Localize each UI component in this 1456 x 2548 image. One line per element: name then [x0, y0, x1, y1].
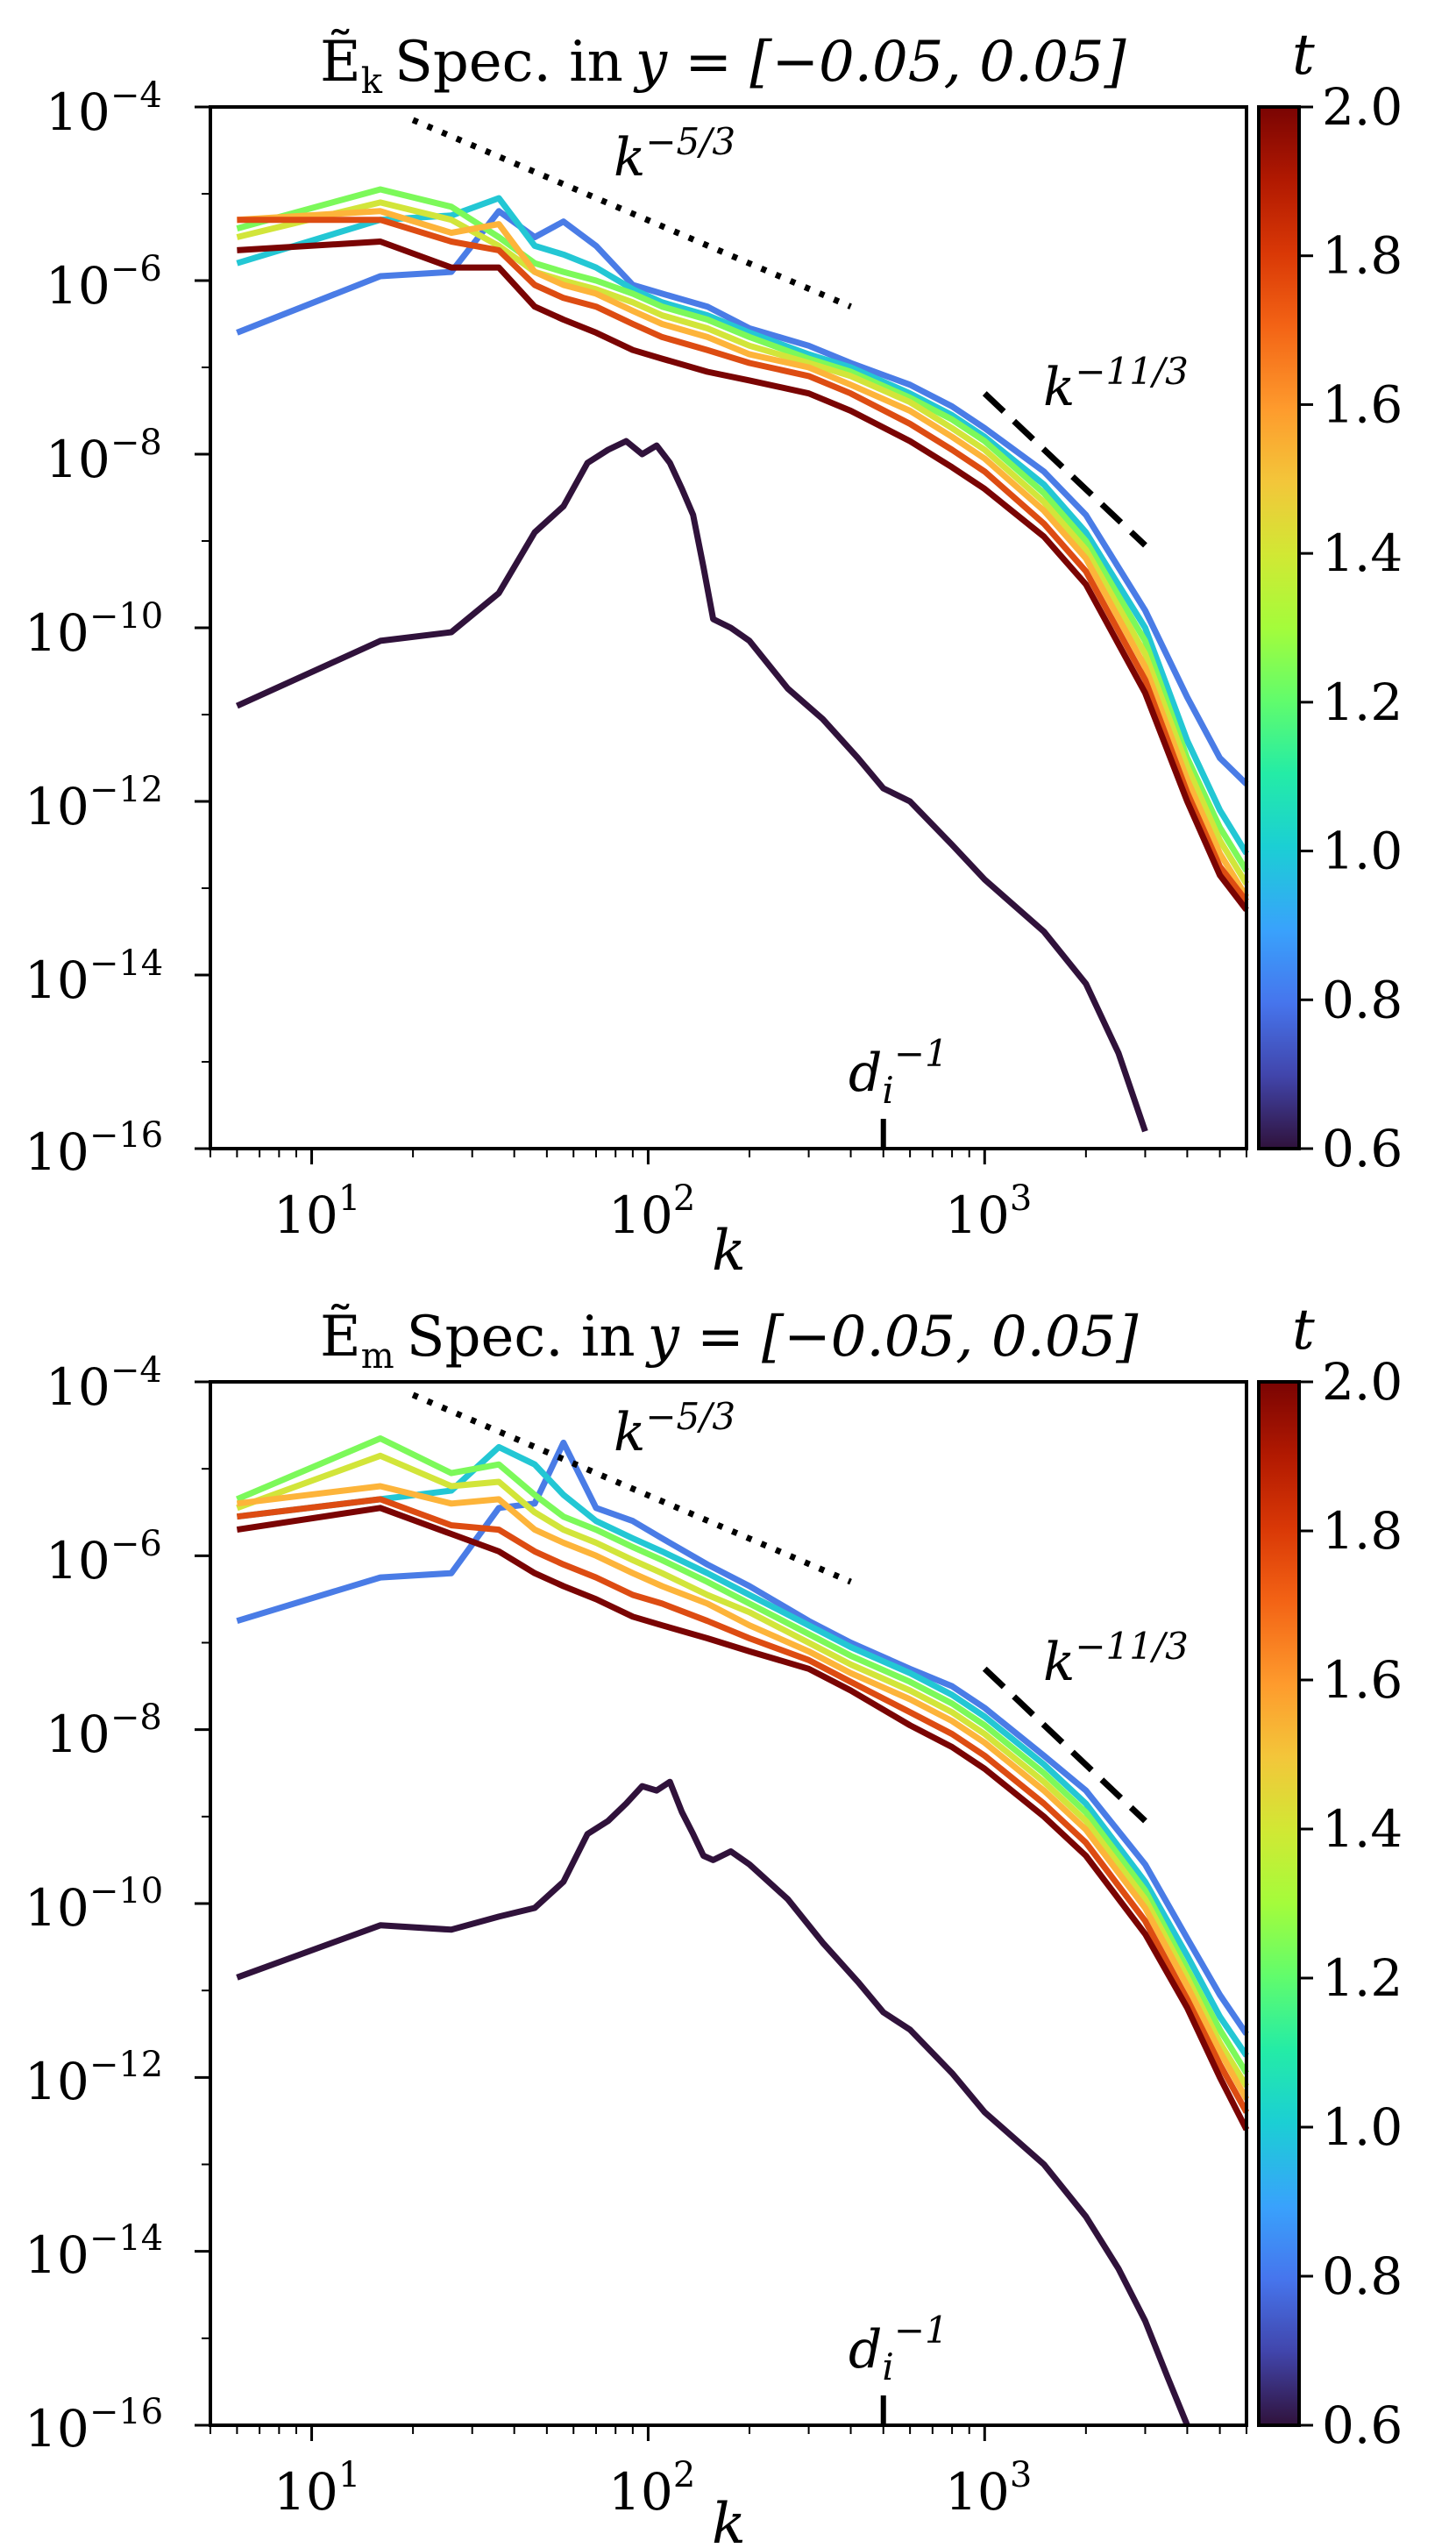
reference-line-k-5-3: [411, 1391, 852, 1585]
y-tick-label: 10−8: [46, 423, 162, 489]
x-tick-label: 103: [945, 1178, 1032, 1245]
y-tick-label: 10−16: [25, 1115, 163, 1182]
colorbar-gradient: [1257, 105, 1301, 1150]
colorbar-label: t: [1292, 1298, 1315, 1363]
colorbar-ticks: 0.6 0.8 1.0 1.2 1.4 1.6 1.8 2.0: [1299, 77, 1403, 1178]
reference-line-k-5-3: [411, 117, 852, 310]
series-line-t1.4: [236, 1452, 1249, 2089]
colorbar-tick-label: 0.6: [1322, 2395, 1403, 2455]
x-tick-labels: 101 102 103: [273, 2455, 1032, 2522]
colorbar-tick-label: 0.8: [1322, 970, 1403, 1029]
ion-inertial-scale-label: di−1: [849, 1032, 948, 1112]
y-tick-label: 10−16: [25, 2392, 163, 2459]
colorbar-tick-label: 1.0: [1322, 2097, 1403, 2157]
slope-annotation-11-3: k−11/3: [1043, 1625, 1189, 1693]
colorbar-tick-label: 0.6: [1322, 1119, 1403, 1178]
x-tick-label: 101: [273, 2455, 360, 2522]
series-line-t0.6: [235, 438, 1148, 1133]
x-axis-label: k: [712, 2492, 746, 2548]
y-tick-label: 10−10: [25, 596, 163, 663]
ion-inertial-scale-label: di−1: [849, 2309, 948, 2388]
y-tick-label: 10−8: [46, 1697, 162, 1764]
colorbar: t 0.6 0.8 1.0 1.2 1.4 1.6 1.8 2.0: [1257, 23, 1403, 1178]
reference-line-k-11-3: [982, 1666, 1147, 1824]
x-tick-label: 101: [273, 1178, 360, 1245]
plot-area: [195, 1380, 1250, 2441]
y-tick-label: 10−14: [25, 2218, 163, 2285]
series-line-t1.4: [236, 199, 1249, 886]
panel-title: Ẽk Spec. in y = [−0.05, 0.05]: [320, 29, 1127, 102]
y-tick-label: 10−4: [46, 1350, 162, 1417]
series-line-t1.6: [237, 208, 1249, 899]
colorbar-tick-label: 1.8: [1322, 1501, 1403, 1561]
series-line-t1.2: [236, 1435, 1249, 2075]
reference-line-k-11-3: [982, 391, 1147, 548]
colorbar-tick-label: 1.2: [1322, 673, 1403, 732]
colorbar-tick-label: 1.2: [1322, 1948, 1403, 2008]
y-tick-label: 10−12: [25, 770, 163, 836]
colorbar-tick-label: 1.6: [1322, 374, 1403, 434]
y-tick-labels: 10−4 10−6 10−8 10−10 10−12 10−14 10−16: [25, 75, 163, 1182]
x-tick-label: 102: [608, 1178, 695, 1245]
axes-frame: [209, 1380, 1248, 2427]
x-axis-label: k: [712, 1219, 746, 1284]
colorbar: t 0.6 0.8 1.0 1.2 1.4 1.6 1.8 2.0: [1257, 1298, 1403, 2455]
y-tick-label: 10−6: [46, 249, 162, 316]
series-line-t1.6: [236, 1483, 1250, 2101]
series-line-t1.8: [237, 217, 1249, 903]
y-tick-label: 10−6: [46, 1524, 162, 1591]
x-tick-label: 103: [945, 2455, 1032, 2522]
axes-frame: [209, 105, 1248, 1150]
colorbar-tick-label: 1.8: [1322, 226, 1403, 286]
series-line-t1.0: [236, 195, 1249, 856]
slope-annotation-5-3: k−5/3: [614, 1395, 735, 1463]
series-line-t0.6: [236, 1778, 1190, 2427]
series-line-t1.8: [236, 1496, 1250, 2114]
y-tick-label: 10−14: [25, 943, 163, 1010]
slope-annotation-5-3: k−5/3: [614, 120, 735, 189]
x-tick-label: 102: [608, 2455, 695, 2522]
colorbar-tick-label: 2.0: [1322, 77, 1403, 137]
y-tick-label: 10−4: [46, 75, 162, 142]
series-line-t0.8: [236, 1439, 1249, 2036]
colorbar-tick-label: 1.4: [1322, 1799, 1403, 1859]
slope-annotation-11-3: k−11/3: [1043, 350, 1189, 418]
panel-title: Ẽm Spec. in y = [−0.05, 0.05]: [320, 1304, 1139, 1377]
colorbar-label: t: [1292, 23, 1315, 88]
plot-area: [195, 105, 1249, 1164]
colorbar-tick-label: 1.4: [1322, 523, 1403, 583]
x-tick-labels: 101 102 103: [273, 1178, 1032, 1245]
y-tick-label: 10−12: [25, 2045, 163, 2111]
series-line-t2.0: [237, 238, 1249, 912]
y-tick-label: 10−10: [25, 1871, 163, 1938]
colorbar-tick-label: 1.0: [1322, 822, 1403, 881]
series-line-t1.0: [236, 1443, 1249, 2058]
y-tick-labels: 10−4 10−6 10−8 10−10 10−12 10−14 10−16: [25, 1350, 163, 2459]
colorbar-tick-label: 2.0: [1322, 1352, 1403, 1412]
series-line-t2.0: [236, 1505, 1250, 2132]
colorbar-tick-label: 0.8: [1322, 2246, 1403, 2306]
colorbar-gradient: [1257, 1380, 1301, 2427]
colorbar-ticks: 0.6 0.8 1.0 1.2 1.4 1.6 1.8 2.0: [1299, 1352, 1403, 2455]
panel-kinetic: Ẽk Spec. in y = [−0.05, 0.05] 10−4 10−6 10…: [25, 23, 1403, 1284]
colorbar-tick-label: 1.6: [1322, 1650, 1403, 1710]
series-line-t0.8: [236, 208, 1249, 786]
panel-magnetic: Ẽm Spec. in y = [−0.05, 0.05] 10−4 10−6 10…: [25, 1298, 1403, 2548]
